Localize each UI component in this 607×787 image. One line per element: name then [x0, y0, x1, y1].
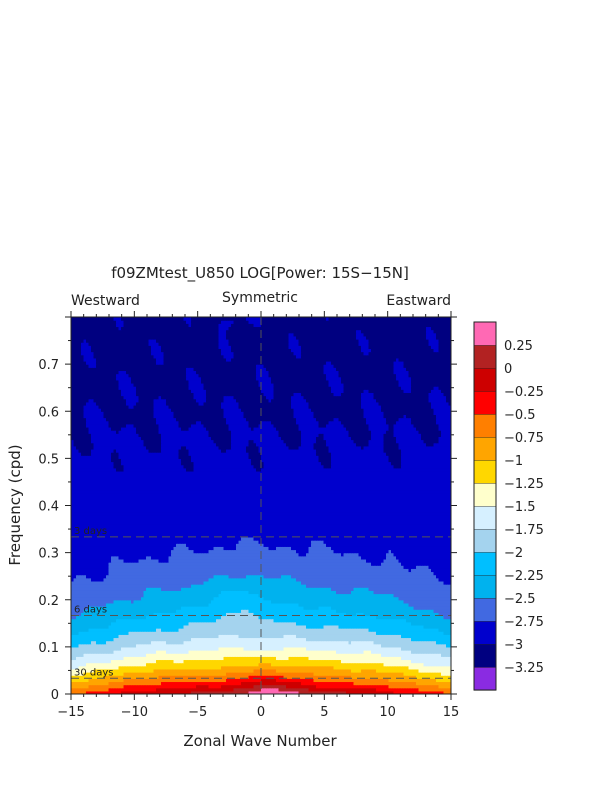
- symmetric-label: Symmetric: [222, 290, 298, 306]
- westward-label: Westward: [71, 293, 140, 309]
- eastward-label: Eastward: [386, 293, 451, 309]
- chart-title: f09ZMtest_U850 LOG[Power: 15S−15N]: [111, 264, 409, 283]
